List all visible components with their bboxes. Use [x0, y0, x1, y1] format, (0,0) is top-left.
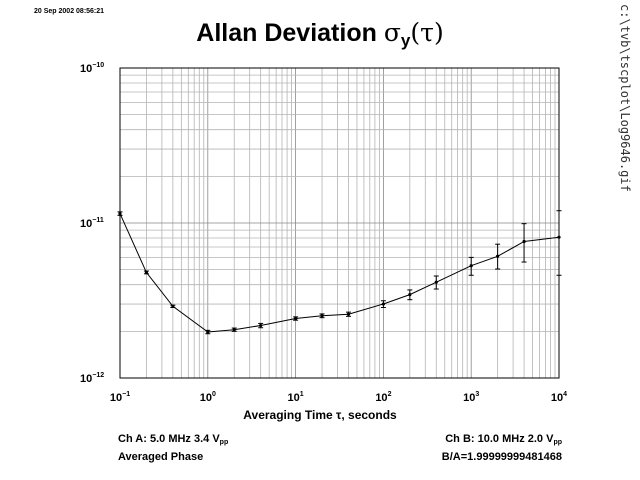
y-tick-labels: 10−10 10−11 10−12: [80, 62, 104, 385]
x-tick-label: 102: [375, 391, 391, 404]
data-series: [117, 210, 562, 335]
y-tick-label: 10−10: [80, 62, 104, 75]
timestamp: 20 Sep 2002 08:56:21: [34, 8, 105, 15]
file-path-label: c:\tvb\tscplot\Log9646.gif: [618, 4, 632, 192]
data-point: [320, 314, 324, 318]
chart-title-argument: (τ): [410, 18, 444, 47]
chart-title: Allan Deviation σy(τ): [0, 18, 640, 51]
ch-a-text: Ch A: 5.0 MHz 3.4 V: [118, 433, 220, 445]
x-tick-label: 103: [463, 391, 479, 404]
chart-title-text: Allan Deviation: [196, 19, 384, 47]
data-point: [381, 302, 385, 306]
y-tick-label: 10−11: [80, 217, 104, 230]
data-point: [118, 211, 122, 216]
channel-b-info: Ch B: 10.0 MHz 2.0 Vpp B/A=1.99999999481…: [442, 432, 562, 464]
x-axis-label: Averaging Time τ, seconds: [243, 408, 397, 422]
data-point: [346, 312, 351, 316]
data-point: [259, 323, 263, 328]
averaging-mode: Averaged Phase: [118, 451, 204, 463]
data-point: [408, 293, 412, 297]
ch-a-subscript: pp: [219, 439, 229, 446]
data-point: [232, 328, 236, 332]
x-tick-label: 100: [200, 391, 216, 404]
data-point: [557, 235, 561, 239]
channel-a-info: Ch A: 5.0 MHz 3.4 Vpp Averaged Phase: [118, 432, 228, 464]
grid-lines: [119, 68, 559, 379]
data-point: [144, 270, 149, 275]
chart-title-subscript: y: [400, 31, 411, 50]
chart-title-symbol: σ: [383, 18, 401, 47]
ch-b-text: Ch B: 10.0 MHz 2.0 V: [445, 433, 554, 445]
x-tick-label: 10−1: [110, 391, 130, 404]
data-point: [496, 254, 500, 258]
data-point: [206, 330, 210, 334]
data-point: [434, 280, 438, 284]
x-tick-label: 101: [288, 391, 304, 404]
y-tick-label: 10−12: [80, 372, 104, 385]
data-point: [522, 239, 526, 244]
data-point: [294, 316, 298, 321]
ch-a-line: Ch A: 5.0 MHz 3.4 Vpp: [118, 432, 228, 450]
ch-b-subscript: pp: [553, 439, 562, 446]
series-line: [119, 213, 560, 333]
x-tick-label: 104: [551, 391, 567, 404]
data-point: [469, 264, 473, 268]
frequency-ratio: B/A=1.99999999481468: [441, 451, 562, 463]
data-point: [171, 304, 175, 308]
x-tick-labels: 10−1 100 101 102 103 104: [110, 391, 567, 404]
ch-b-line: Ch B: 10.0 MHz 2.0 Vpp: [442, 432, 562, 450]
